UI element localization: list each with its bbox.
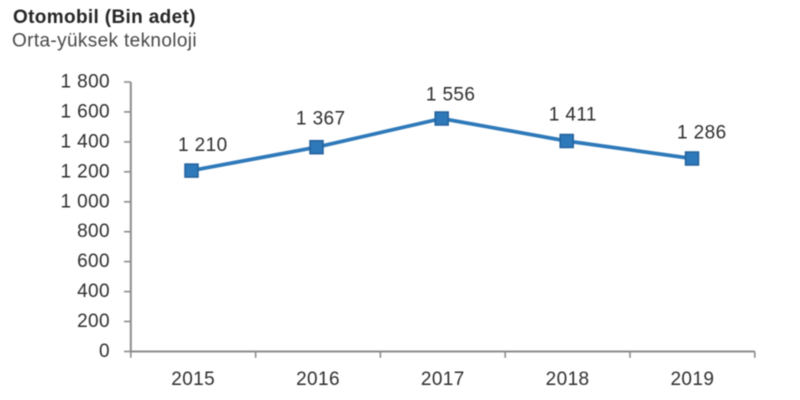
- svg-text:1 000: 1 000: [60, 191, 110, 212]
- svg-text:0: 0: [99, 341, 110, 362]
- svg-text:1 400: 1 400: [60, 131, 110, 152]
- svg-text:2015: 2015: [171, 369, 215, 390]
- svg-text:2019: 2019: [670, 369, 714, 390]
- svg-text:2016: 2016: [296, 369, 340, 390]
- svg-text:1 210: 1 210: [178, 135, 228, 156]
- svg-text:1 200: 1 200: [60, 161, 110, 182]
- svg-text:600: 600: [77, 251, 110, 272]
- svg-text:1 600: 1 600: [60, 101, 110, 122]
- svg-text:2018: 2018: [546, 369, 590, 390]
- svg-text:1 800: 1 800: [60, 72, 110, 93]
- svg-text:Orta-yüksek teknoloji: Orta-yüksek teknoloji: [12, 31, 197, 52]
- svg-text:800: 800: [77, 221, 110, 242]
- svg-text:1 367: 1 367: [296, 109, 346, 130]
- svg-text:Otomobil (Bin adet): Otomobil (Bin adet): [13, 7, 196, 28]
- svg-text:200: 200: [77, 311, 110, 332]
- svg-text:1 411: 1 411: [549, 105, 597, 126]
- svg-text:400: 400: [77, 281, 110, 302]
- svg-text:1 286: 1 286: [677, 122, 727, 143]
- svg-text:1 556: 1 556: [426, 84, 476, 105]
- svg-text:2017: 2017: [421, 369, 465, 390]
